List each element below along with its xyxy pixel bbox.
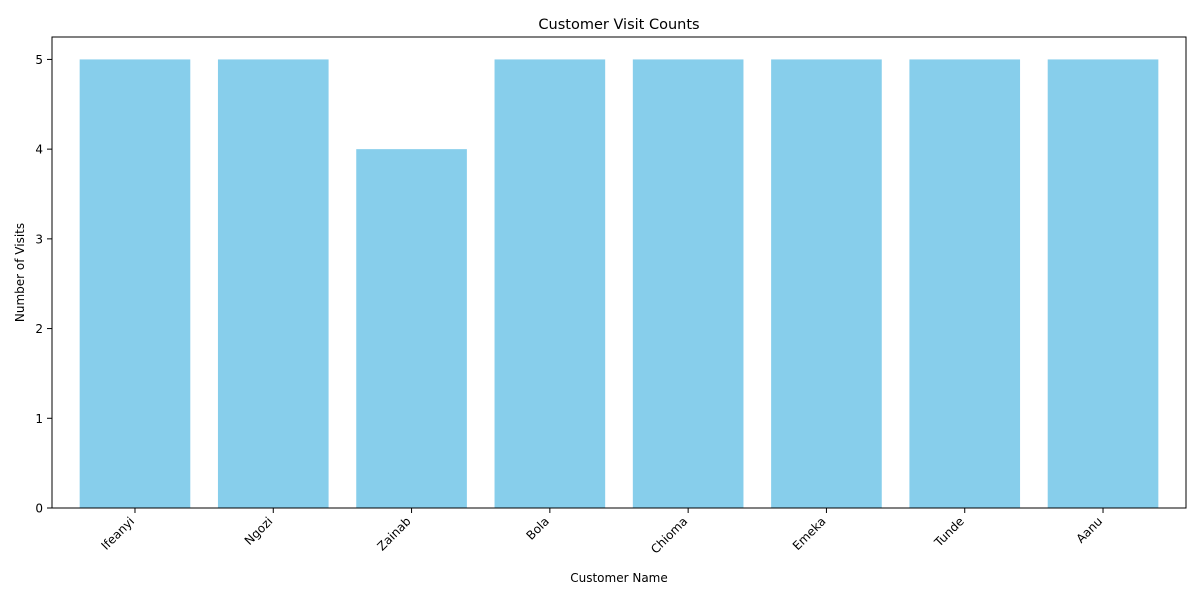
y-tick-label-0: 0 — [35, 502, 43, 516]
bars-group — [79, 59, 1159, 509]
chart-title: Customer Visit Counts — [538, 17, 699, 33]
y-axis-label: Number of Visits — [13, 223, 27, 322]
y-tick-label-4: 4 — [35, 143, 43, 157]
bar-emeka — [771, 59, 882, 509]
bar-ngozi — [217, 59, 329, 509]
bar-chioma — [632, 59, 744, 509]
y-tick-label-3: 3 — [35, 232, 43, 246]
bar-ifeanyi — [79, 59, 191, 509]
bar-tunde — [909, 59, 1021, 509]
bar-aanu — [1047, 59, 1159, 509]
plot-area-frame — [51, 36, 1187, 509]
y-tick-label-2: 2 — [35, 322, 43, 336]
bar-bola — [494, 59, 606, 509]
y-tick-label-1: 1 — [35, 412, 43, 426]
x-axis-label: Customer Name — [570, 571, 668, 585]
y-tick-label-5: 5 — [35, 53, 43, 67]
bar-zainab — [356, 149, 467, 508]
y-ticks-group: 0 1 2 3 4 5 — [35, 53, 52, 516]
